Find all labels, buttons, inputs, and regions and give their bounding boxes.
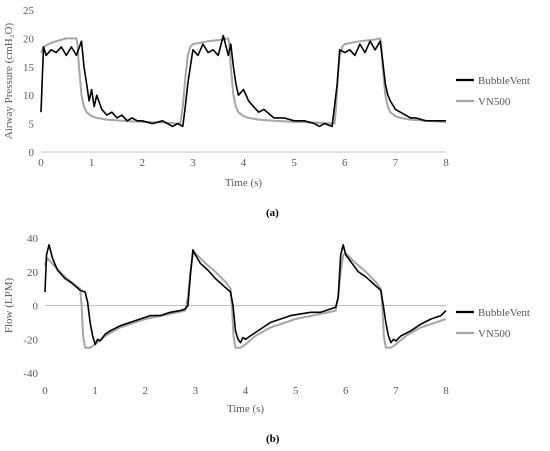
- chart-airway-pressure: 0 1 2 3 4 5 6 7 8 0 5 10 15 20 25 Time (s) Airway Pressu…: [3, 5, 530, 189]
- panel-label-a: (a): [266, 207, 279, 219]
- legend-label-vn500: VN500: [478, 328, 511, 340]
- x-tick-label: 6: [342, 157, 348, 169]
- x-tick-label: 1: [89, 157, 95, 169]
- panel-label-b: (b): [266, 433, 280, 445]
- x-tick-label: 7: [393, 157, 399, 169]
- legend-label-bubblevent: BubbleVent: [478, 307, 530, 319]
- x-tick-label: 6: [343, 385, 349, 397]
- y-tick-label: 5: [29, 119, 35, 131]
- chart-flow: 0 1 2 3 4 5 6 7 8 40 20 0 -20 -40 Time (s) Flow (LPM) Bu…: [3, 233, 530, 415]
- x-tick-label: 2: [143, 385, 149, 397]
- x-tick-label: 8: [443, 157, 449, 169]
- series-line-vn500: [44, 252, 447, 349]
- x-tick-label: 3: [193, 385, 199, 397]
- x-tick-label: 7: [393, 385, 399, 397]
- x-tick-label: 4: [241, 157, 247, 169]
- y-tick-label: 0: [33, 301, 39, 313]
- y-tick-label: -40: [23, 368, 38, 380]
- y-tick-label: 10: [23, 90, 35, 102]
- legend-label-bubblevent: BubbleVent: [478, 75, 530, 87]
- x-tick-label: 3: [190, 157, 196, 169]
- x-tick-label: 0: [42, 385, 48, 397]
- x-tick-label: 2: [140, 157, 146, 169]
- y-tick-label: 40: [27, 233, 39, 245]
- x-tick-label: 8: [443, 385, 449, 397]
- x-tick-label: 0: [38, 157, 44, 169]
- y-tick-label: 20: [23, 33, 35, 45]
- series-line-bubblevent: [40, 34, 446, 128]
- y-tick-label: 0: [29, 147, 35, 159]
- y-axis-title: Flow (LPM): [3, 278, 15, 334]
- y-tick-label: 15: [23, 62, 35, 74]
- x-tick-label: 5: [291, 157, 297, 169]
- x-axis-title: Time (s): [225, 177, 263, 189]
- series-line-bubblevent: [44, 244, 447, 346]
- y-tick-label: 20: [27, 267, 39, 279]
- y-tick-label: 25: [23, 5, 35, 17]
- x-tick-label: 5: [293, 385, 299, 397]
- legend-label-vn500: VN500: [478, 96, 511, 108]
- x-tick-label: 4: [243, 385, 249, 397]
- x-axis-title: Time (s): [227, 403, 265, 415]
- x-tick-label: 1: [92, 385, 98, 397]
- y-tick-label: -20: [23, 334, 38, 346]
- y-axis-title: Airway Pressure (cmH₂O): [3, 23, 15, 140]
